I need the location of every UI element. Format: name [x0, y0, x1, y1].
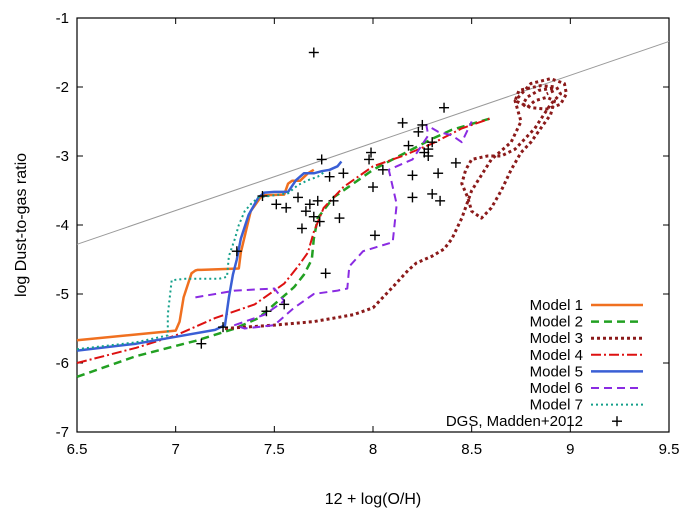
x-tick-label: 7.5 [264, 441, 285, 458]
data-point [218, 322, 229, 333]
x-tick-label: 6.5 [67, 441, 88, 458]
data-point [450, 157, 461, 168]
data-point [308, 47, 319, 58]
legend-label-model-1: Model 1 [530, 297, 583, 314]
data-point [427, 137, 438, 148]
series-line-model-3 [224, 77, 568, 330]
y-tick-label: -5 [56, 286, 69, 303]
legend-label-model-7: Model 7 [530, 397, 583, 414]
y-tick-label: -3 [56, 148, 69, 165]
data-point [377, 164, 388, 175]
data-point [296, 223, 307, 234]
data-point [231, 246, 242, 257]
data-point [316, 154, 327, 165]
data-point [300, 206, 311, 217]
data-point [324, 171, 335, 182]
y-tick-label: -1 [56, 10, 69, 27]
y-tick-label: -7 [56, 424, 69, 441]
y-axis-title: log Dust-to-gas ratio [13, 153, 30, 297]
x-axis-title: 12 + log(O/H) [325, 491, 421, 508]
data-point [407, 192, 418, 203]
legend-label-model-3: Model 3 [530, 330, 583, 347]
data-point [366, 147, 377, 158]
x-tick-label: 8.5 [461, 441, 482, 458]
data-point [403, 140, 414, 151]
data-point [261, 306, 272, 317]
data-point [312, 195, 323, 206]
series-line-model-5 [76, 160, 343, 352]
x-tick-label: 9 [566, 441, 574, 458]
plot-area [76, 40, 670, 378]
data-point [413, 126, 424, 137]
data-point [320, 268, 331, 279]
data-point [308, 211, 319, 222]
data-point [257, 191, 268, 202]
x-tick-label: 8 [369, 441, 377, 458]
data-point [314, 216, 325, 227]
data-point [364, 154, 375, 165]
legend-marker-dgs [612, 416, 622, 427]
data-point [271, 199, 282, 210]
y-tick-label: -6 [56, 355, 69, 372]
data-point [196, 338, 207, 349]
legend-label-model-4: Model 4 [530, 347, 583, 364]
x-axis: 6.5 7 7.5 8 8.5 9 9.5 [67, 18, 680, 458]
series-line-model-2 [76, 116, 492, 378]
legend-label-model-2: Model 2 [530, 314, 583, 331]
x-tick-label: 9.5 [659, 441, 680, 458]
legend-label-dgs: DGS, Madden+2012 [446, 413, 583, 430]
data-point [368, 182, 378, 193]
data-point [417, 119, 428, 130]
y-tick-label: -4 [56, 217, 69, 234]
data-point [369, 230, 380, 241]
data-point [281, 202, 292, 213]
data-point [293, 192, 304, 203]
data-point [423, 144, 434, 155]
data-point [427, 188, 438, 199]
x-tick-label: 7 [171, 441, 179, 458]
legend-label-model-6: Model 6 [530, 380, 583, 397]
data-point [328, 195, 339, 206]
series-line-model-7 [76, 170, 327, 351]
data-point [279, 299, 290, 310]
data-point [407, 170, 418, 181]
data-point [433, 168, 444, 179]
series-line-model-4 [76, 117, 492, 364]
y-tick-label: -2 [56, 79, 69, 96]
series-line-model-1 [76, 168, 315, 342]
data-point [397, 117, 408, 128]
data-point [304, 199, 315, 210]
data-point [338, 168, 349, 179]
series-line-model-6 [195, 121, 473, 330]
data-point [435, 195, 446, 206]
data-point [439, 102, 450, 113]
legend-label-model-5: Model 5 [530, 363, 583, 380]
reference-line [76, 40, 670, 245]
data-point [334, 213, 345, 224]
y-axis: -7 -6 -5 -4 -3 -2 -1 [56, 10, 669, 441]
